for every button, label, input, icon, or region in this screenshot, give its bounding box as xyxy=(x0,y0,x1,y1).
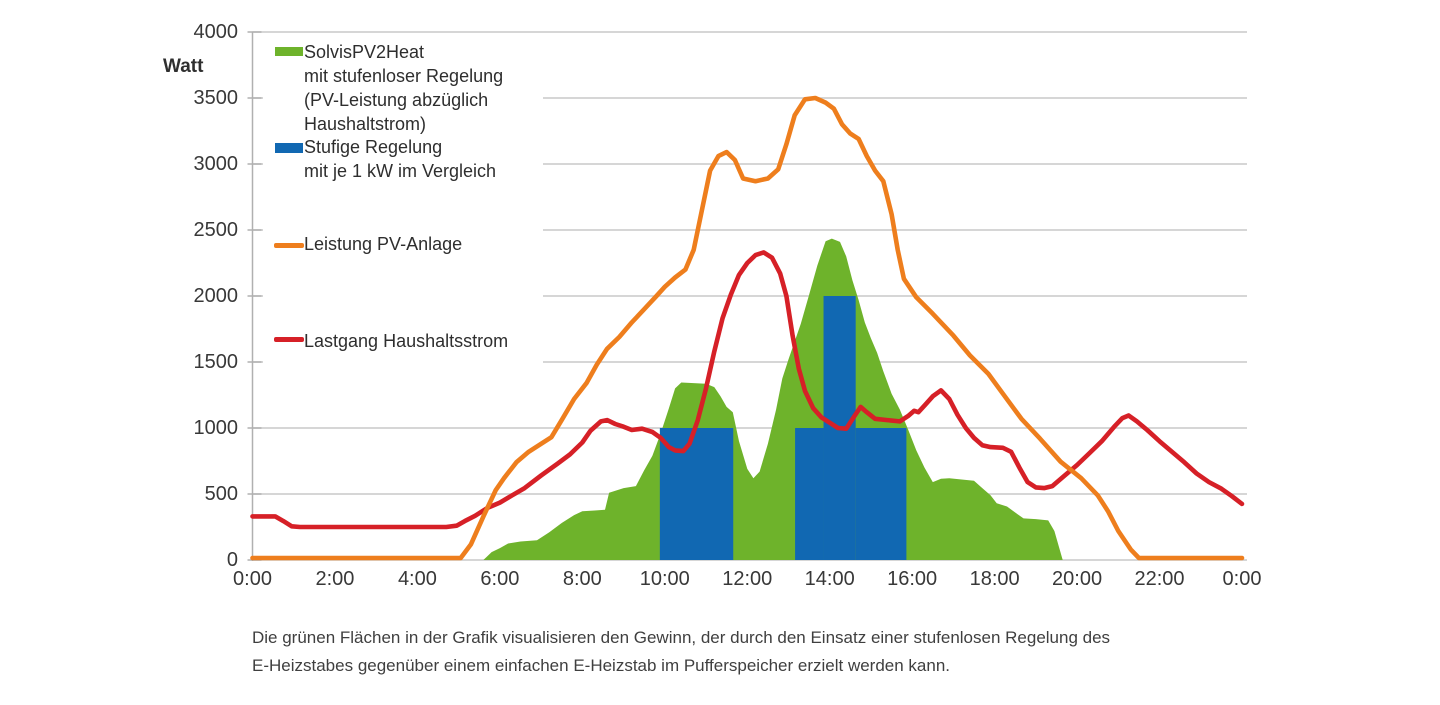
y-tick-label: 1500 xyxy=(193,351,239,373)
legend-label-line: Stufige Regelung xyxy=(304,137,443,157)
y-tick-label: 3000 xyxy=(193,153,239,175)
x-tick-label: 0:00 xyxy=(1222,568,1262,590)
legend-label-line: Lastgang Haushaltsstrom xyxy=(304,331,509,351)
x-tick-label: 12:00 xyxy=(722,568,773,590)
y-tick-label: 1000 xyxy=(193,417,239,439)
blue-bar-swatch-icon xyxy=(275,143,303,153)
blue-step-bar xyxy=(855,428,907,560)
y-tick-label: 500 xyxy=(204,483,238,505)
pv-line-series xyxy=(250,95,1245,561)
x-tick-label: 4:00 xyxy=(397,568,437,590)
y-tick-label: 3500 xyxy=(193,87,239,109)
x-tick-label: 22:00 xyxy=(1134,568,1185,590)
legend-label-line: SolvisPV2Heat xyxy=(304,42,425,62)
legend-label-line: mit je 1 kW im Vergleich xyxy=(304,161,497,181)
x-tick-label: 18:00 xyxy=(969,568,1020,590)
chart-caption: Die grünen Flächen in der Grafik visuali… xyxy=(252,624,1292,680)
caption-line-1: Die grünen Flächen in der Grafik visuali… xyxy=(252,628,1111,647)
green-area-swatch-icon xyxy=(275,47,303,56)
legend-label-line: Haushaltstrom) xyxy=(304,114,427,134)
last-line-series xyxy=(250,250,1245,530)
red-line-swatch-icon xyxy=(274,337,304,342)
chart-legend: SolvisPV2Heat mit stufenloser Regelung (… xyxy=(263,36,543,374)
x-tick-label: 14:00 xyxy=(804,568,855,590)
green-area-series xyxy=(483,238,1063,560)
y-tick-label: 4000 xyxy=(193,21,239,43)
x-tick-label: 20:00 xyxy=(1052,568,1103,590)
blue-step-bar xyxy=(795,428,824,560)
y-tick-label: 2500 xyxy=(193,219,239,241)
x-tick-label: 6:00 xyxy=(480,568,520,590)
x-tick-label: 8:00 xyxy=(562,568,602,590)
caption-line-2: E-Heizstabes gegenüber einem einfachen E… xyxy=(252,656,951,675)
x-tick-label: 2:00 xyxy=(315,568,355,590)
y-tick-label: 2000 xyxy=(193,285,239,307)
legend-label-line: mit stufenloser Regelung xyxy=(304,66,504,86)
y-tick-label: 0 xyxy=(226,549,238,571)
legend-label-line: Leistung PV-Anlage xyxy=(304,234,463,254)
y-axis-unit-label: Watt xyxy=(163,56,204,77)
x-tick-label: 0:00 xyxy=(233,568,272,590)
x-tick-label: 10:00 xyxy=(639,568,690,590)
orange-line-swatch-icon xyxy=(274,243,304,248)
x-tick-label: 16:00 xyxy=(887,568,938,590)
legend-label-line: (PV-Leistung abzüglich xyxy=(304,90,489,110)
